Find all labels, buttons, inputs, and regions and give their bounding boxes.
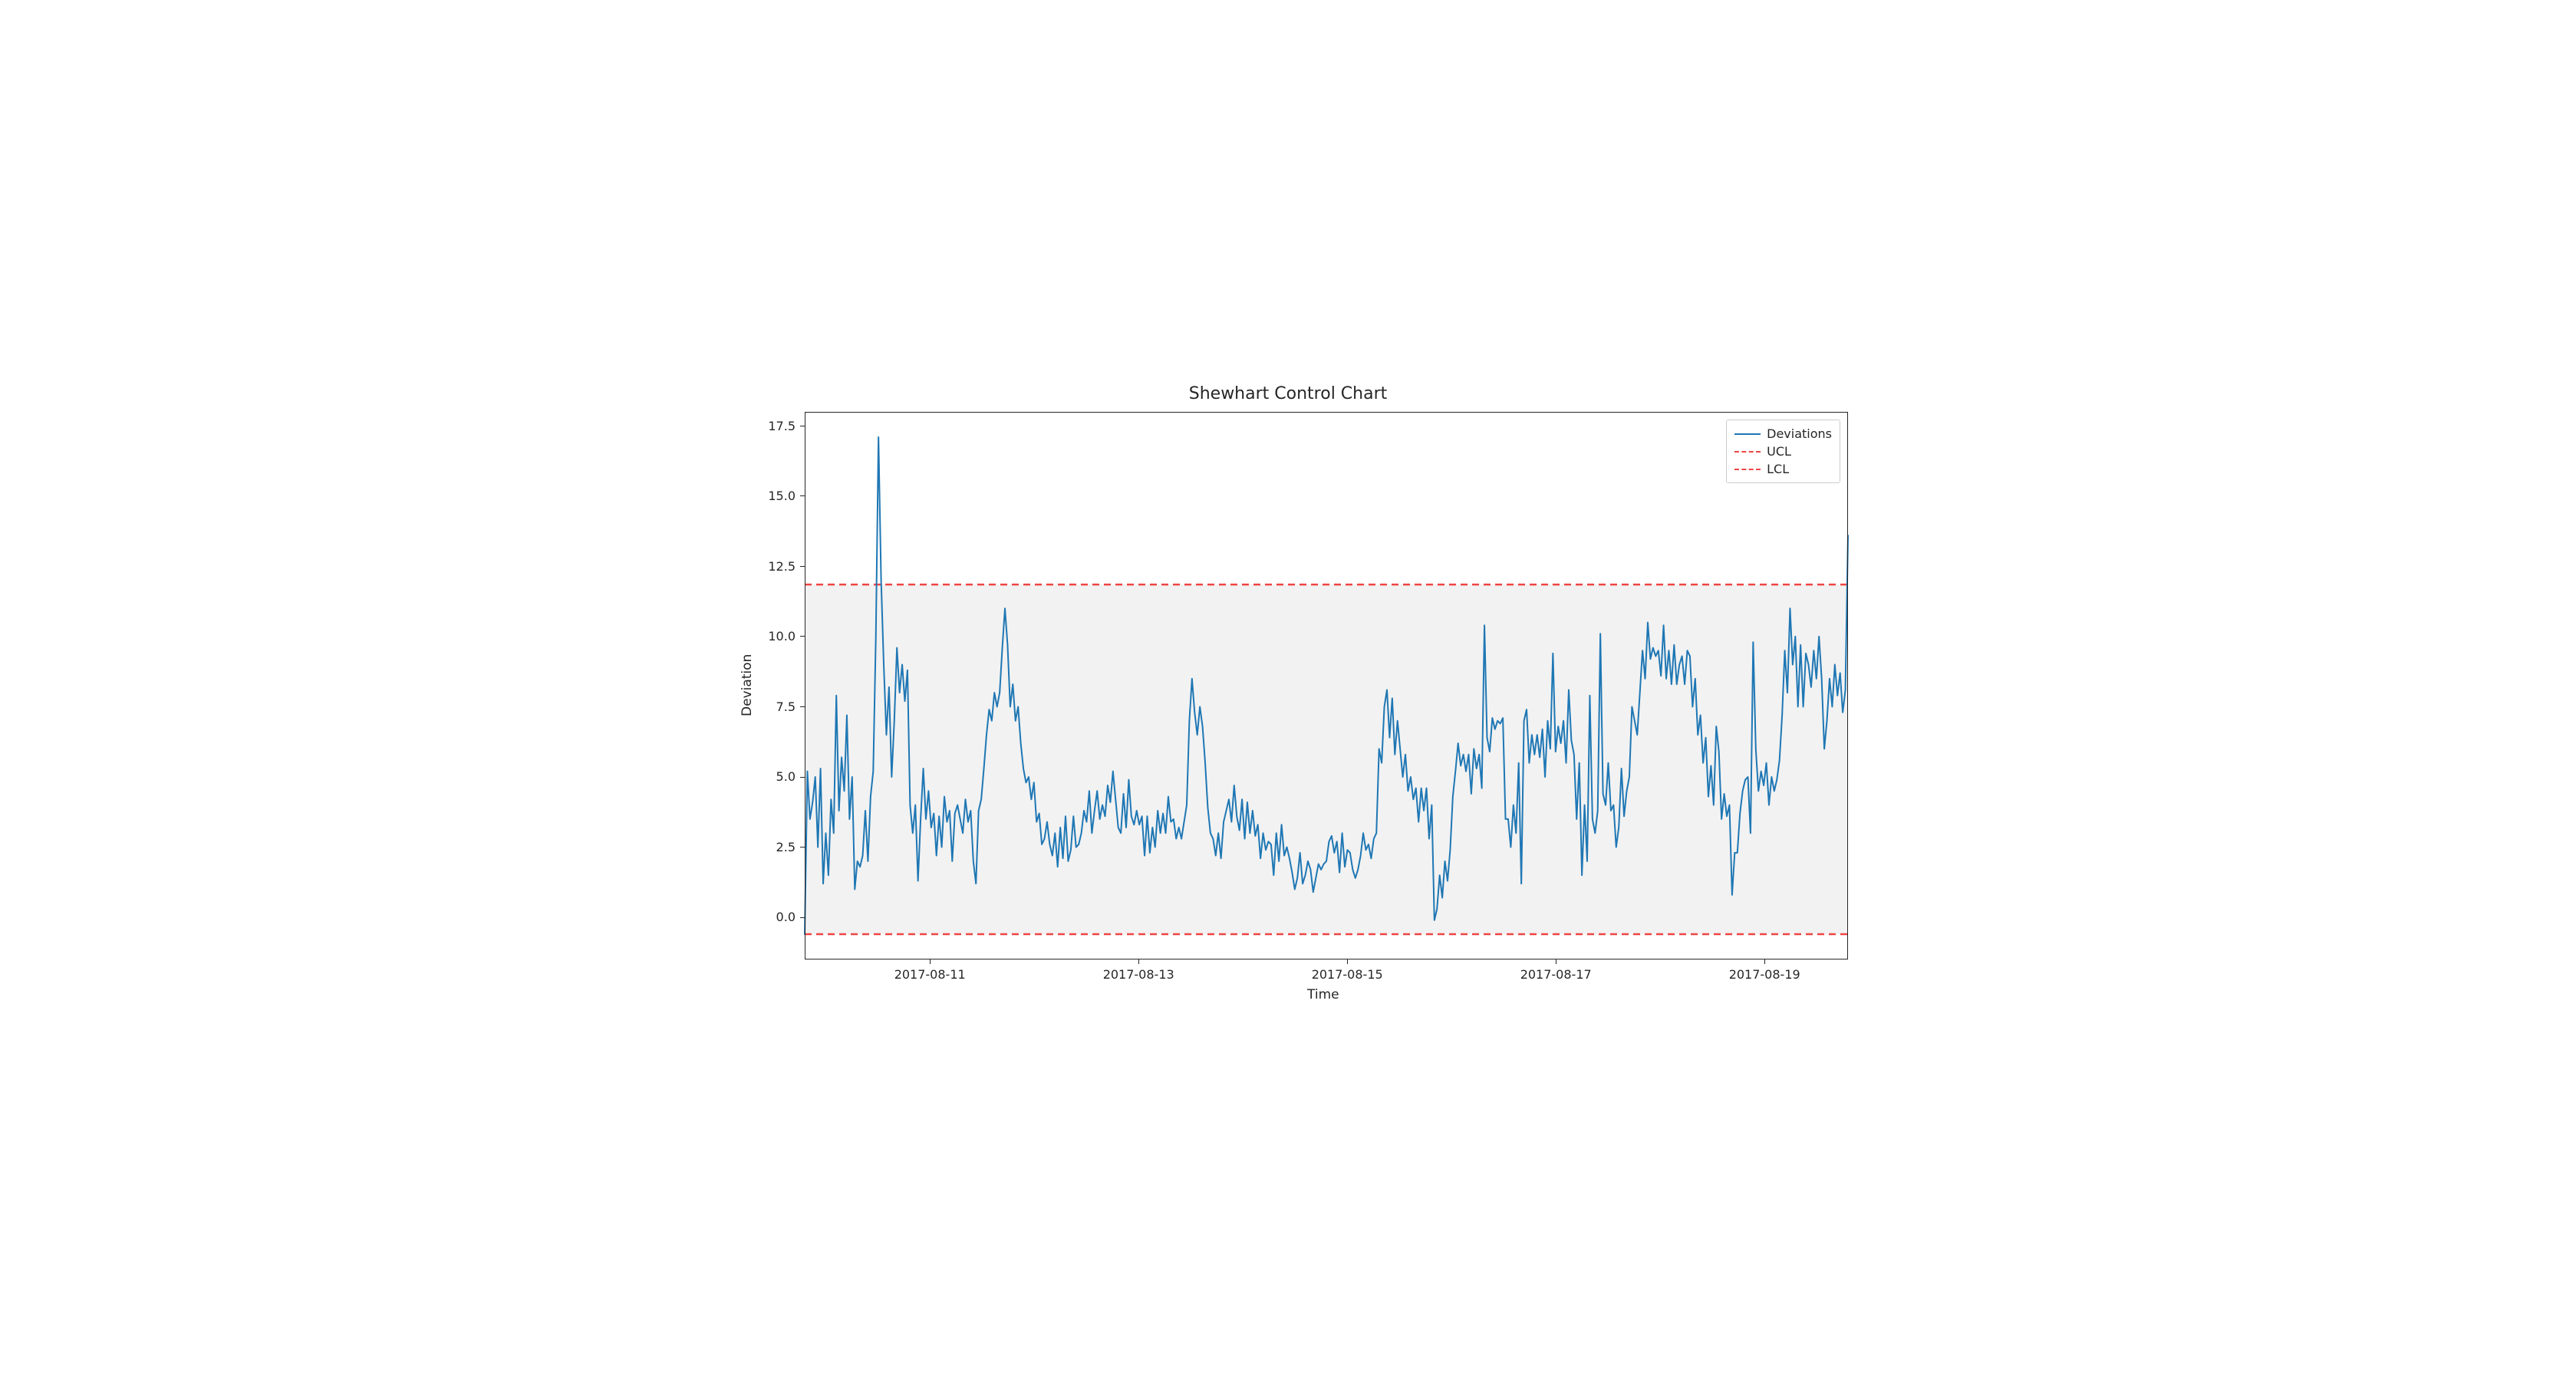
x-axis-label: Time bbox=[1307, 987, 1339, 1002]
y-tick-label: 15.0 bbox=[757, 489, 796, 503]
legend-swatch bbox=[1734, 469, 1761, 470]
legend-item: UCL bbox=[1734, 443, 1832, 460]
right-spine bbox=[1847, 412, 1848, 959]
y-tick bbox=[800, 847, 805, 848]
legend-item: LCL bbox=[1734, 460, 1832, 478]
chart-title: Shewhart Control Chart bbox=[713, 384, 1863, 403]
series-svg bbox=[805, 412, 1848, 959]
y-tick bbox=[800, 495, 805, 496]
x-tick-label: 2017-08-13 bbox=[1092, 967, 1184, 982]
plot-area bbox=[805, 412, 1848, 959]
legend-label: UCL bbox=[1767, 444, 1791, 459]
y-tick-label: 2.5 bbox=[757, 840, 796, 854]
y-tick-label: 5.0 bbox=[757, 769, 796, 784]
y-tick-label: 12.5 bbox=[757, 559, 796, 574]
control-chart: Shewhart Control Chart 0.02.55.07.510.01… bbox=[713, 384, 1863, 1005]
deviation-line bbox=[805, 437, 1848, 934]
y-tick bbox=[800, 636, 805, 637]
y-tick bbox=[800, 917, 805, 918]
legend-swatch bbox=[1734, 451, 1761, 453]
x-tick bbox=[1764, 959, 1765, 964]
x-tick-label: 2017-08-11 bbox=[884, 967, 976, 982]
x-tick-label: 2017-08-19 bbox=[1718, 967, 1810, 982]
y-tick-label: 7.5 bbox=[757, 699, 796, 714]
top-spine bbox=[805, 412, 1848, 413]
y-tick bbox=[800, 706, 805, 707]
x-tick-label: 2017-08-17 bbox=[1510, 967, 1602, 982]
legend-swatch bbox=[1734, 433, 1761, 435]
y-tick bbox=[800, 566, 805, 567]
x-tick bbox=[930, 959, 931, 964]
plot-frame: 0.02.55.07.510.012.515.017.5 2017-08-112… bbox=[805, 412, 1848, 959]
legend-label: Deviations bbox=[1767, 426, 1832, 441]
y-tick bbox=[800, 777, 805, 778]
y-axis-label: Deviation bbox=[740, 654, 755, 716]
x-tick-label: 2017-08-15 bbox=[1301, 967, 1393, 982]
y-tick-label: 0.0 bbox=[757, 910, 796, 924]
y-tick-label: 17.5 bbox=[757, 419, 796, 433]
legend: Deviations UCL LCL bbox=[1726, 420, 1840, 483]
x-tick bbox=[1347, 959, 1348, 964]
legend-item: Deviations bbox=[1734, 425, 1832, 443]
x-tick bbox=[1138, 959, 1139, 964]
y-tick-label: 10.0 bbox=[757, 629, 796, 643]
legend-label: LCL bbox=[1767, 462, 1789, 476]
